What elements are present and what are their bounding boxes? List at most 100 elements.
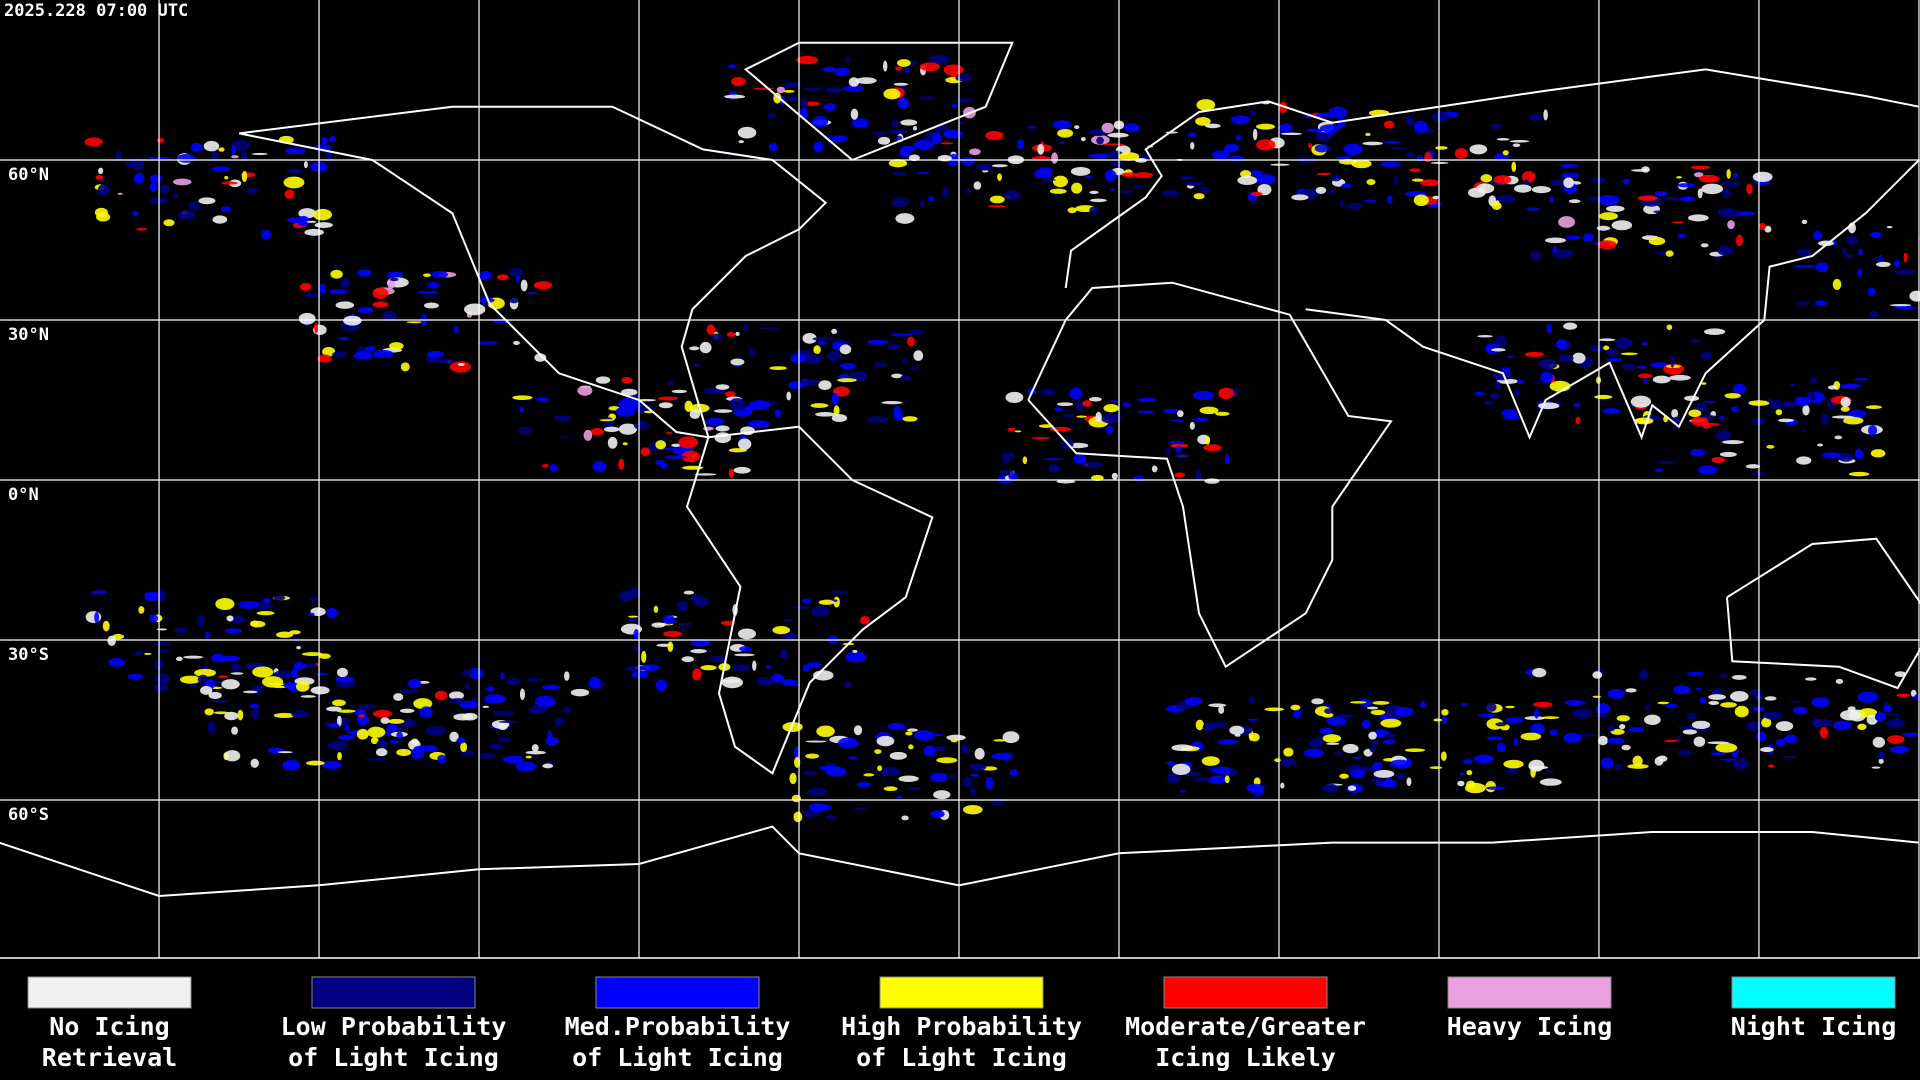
icing-pixel [802, 770, 816, 776]
icing-pixel [765, 665, 772, 669]
icing-pixel [1514, 184, 1532, 193]
lat-labels: 60°N 30°N 0°N 30°S 60°S [8, 165, 49, 825]
icing-pixel [1840, 396, 1851, 408]
icing-pixel [1597, 735, 1608, 746]
icing-pixel [1855, 450, 1865, 459]
icing-pixel [1009, 769, 1019, 777]
icing-pixel [1490, 123, 1502, 130]
icing-pixel [519, 406, 524, 413]
icing-pixel [1568, 199, 1581, 204]
icing-pixel [1832, 278, 1842, 291]
icing-pixel [386, 271, 403, 279]
icing-pixel [1505, 705, 1515, 709]
icing-pixel [1695, 402, 1708, 413]
icing-pixel [813, 141, 824, 153]
icing-pixel [273, 712, 296, 719]
icing-pixel [153, 682, 169, 692]
icing-pixel [689, 346, 700, 351]
icing-pixel [690, 648, 707, 654]
icing-pixel [1224, 775, 1230, 784]
icing-pixel [1460, 702, 1469, 707]
icing-pixel [891, 197, 910, 207]
icing-pixel [767, 112, 777, 119]
icing-pixel [534, 695, 556, 708]
legend-label: Med.Probability [565, 1012, 791, 1041]
icing-pixel [353, 351, 373, 360]
icing-pixel [242, 690, 258, 694]
icing-pixel [327, 740, 348, 751]
icing-pixel [1290, 704, 1301, 711]
icing-pixel [1103, 143, 1125, 146]
icing-pixel [810, 606, 830, 617]
icing-pixel [376, 739, 389, 748]
icing-pixel [653, 605, 659, 613]
icing-pixel [1315, 186, 1327, 194]
icing-pixel [781, 632, 797, 641]
icing-pixel [1188, 132, 1197, 137]
icing-pixel [175, 656, 183, 661]
icing-pixel [1650, 362, 1669, 368]
icing-pixel [1502, 150, 1509, 156]
icing-pixel [678, 622, 693, 626]
icing-pixel [423, 302, 439, 309]
icing-pixel [1732, 383, 1747, 395]
icing-pixel [1583, 233, 1594, 243]
icing-pixel [1061, 413, 1075, 418]
icing-pixel [583, 429, 593, 441]
icing-pixel [801, 379, 820, 386]
icing-pixel [1174, 472, 1186, 478]
icing-pixel [662, 614, 676, 625]
icing-pixel [1797, 248, 1812, 257]
icing-pixel [1380, 161, 1402, 168]
icing-pixel [1339, 773, 1349, 779]
icing-pixel [1872, 736, 1886, 748]
icing-pixel [1564, 699, 1586, 706]
icing-pixel [314, 672, 330, 675]
icing-pixel [1441, 714, 1448, 725]
icing-pixel [286, 168, 302, 174]
icing-pixel [150, 174, 162, 184]
icing-pixel [1635, 365, 1647, 369]
icing-pixel [1424, 152, 1432, 163]
icing-pixel [1109, 400, 1118, 403]
icing-pixel [252, 666, 274, 678]
icing-pixel [230, 662, 242, 673]
icing-pixel [1031, 156, 1051, 161]
icing-pixel [1622, 178, 1631, 185]
icing-pixel [211, 151, 219, 163]
icing-pixel [989, 195, 1005, 204]
icing-pixel [704, 417, 725, 426]
icing-pixel [1395, 706, 1414, 717]
icing-pixel [277, 751, 293, 754]
icing-pixel [852, 649, 858, 653]
icing-pixel [830, 590, 849, 594]
icing-pixel [528, 706, 547, 714]
icing-pixel [1572, 352, 1586, 364]
icing-pixel [1406, 777, 1412, 787]
icing-pixel [881, 401, 903, 405]
icing-pixel [1760, 747, 1774, 753]
icing-pixel [930, 810, 945, 819]
icing-pixel [399, 708, 415, 714]
icing-pixel [590, 427, 604, 436]
icing-pixel [1622, 363, 1636, 370]
icing-pixel [509, 297, 519, 304]
icing-pixel [107, 635, 117, 646]
icing-pixel [1573, 402, 1581, 408]
icing-pixel [1614, 337, 1633, 349]
icing-pixel [1530, 250, 1542, 260]
icing-pixel [1373, 770, 1395, 778]
icing-pixel [1199, 186, 1210, 193]
icing-pixel [301, 652, 324, 657]
icing-pixel [1339, 199, 1345, 209]
icing-pixel [768, 142, 778, 152]
icing-pixel [1530, 723, 1545, 735]
icing-pixel [891, 373, 903, 379]
icing-pixel [1205, 123, 1221, 129]
legend-label: of Light Icing [288, 1043, 499, 1072]
icing-pixel [1319, 124, 1341, 133]
icing-pixel [1491, 202, 1502, 210]
icing-pixel [1634, 417, 1654, 425]
icing-pixel [1256, 123, 1276, 130]
